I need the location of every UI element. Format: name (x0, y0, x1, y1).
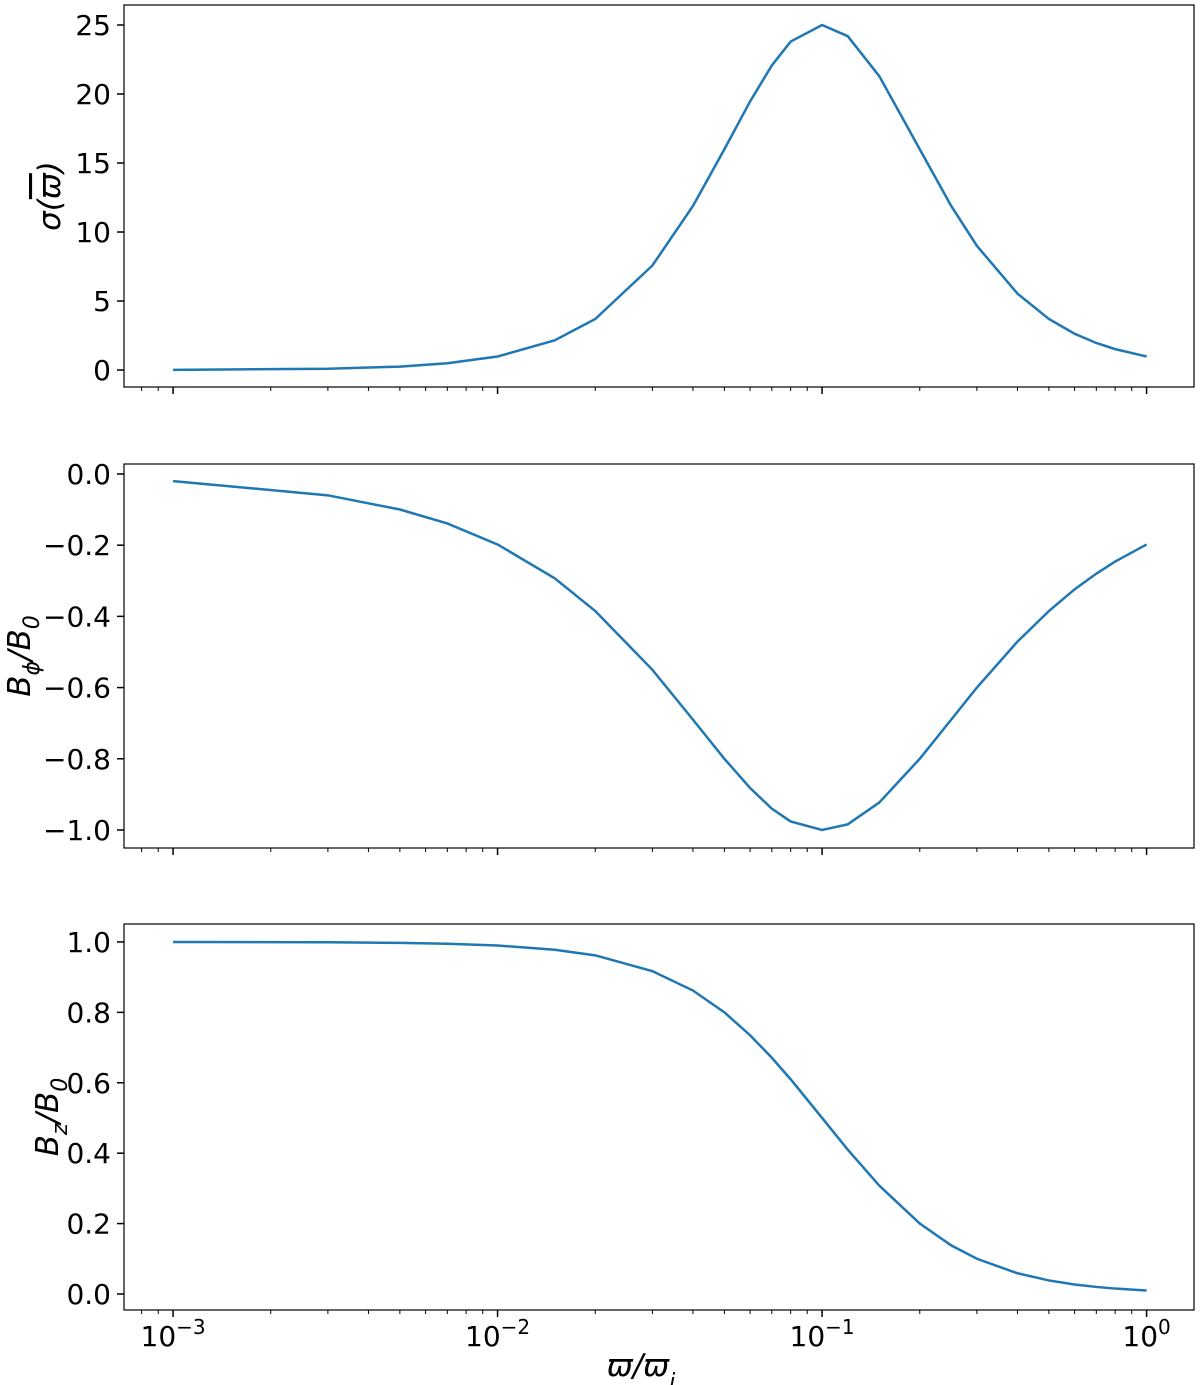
y-tick-label: −0.8 (43, 743, 111, 776)
y-tick-label: −0.2 (43, 529, 111, 562)
x-tick-base: 10 (790, 1320, 826, 1353)
label-part: ϖ (32, 172, 68, 199)
label-part: /B (2, 629, 38, 664)
data-line (173, 940, 1147, 1292)
subplot: 0.00.20.40.60.81.010−3 10−2 10−1 100Bz/B0ϖ/… (30, 923, 1195, 1385)
subplot: 0 5 10 15 20 25 σ(ϖ) (32, 4, 1195, 394)
y-tick-label: 0.4 (66, 1137, 111, 1170)
label-part: ) (32, 161, 68, 175)
y-tick-label: 0.0 (66, 458, 111, 491)
x-tick-base: 10 (465, 1320, 501, 1353)
axes-frame (123, 923, 1195, 1311)
y-tick-label: 0.6 (66, 1067, 111, 1100)
axes-frame (123, 463, 1195, 849)
y-tick-label: 0.2 (66, 1208, 111, 1241)
label-part: 0 (48, 1078, 73, 1092)
label-part: σ( (32, 197, 68, 231)
x-tick-label: 10−3 (141, 1315, 206, 1353)
y-tick-label: −1.0 (43, 814, 111, 847)
x-tick-exponent: 0 (1158, 1315, 1171, 1339)
x-tick-label: 10−2 (465, 1315, 530, 1353)
x-tick-exponent: −2 (501, 1315, 530, 1339)
x-tick-base: 10 (1122, 1320, 1158, 1353)
label-part: z (48, 1123, 73, 1136)
y-tick-label: −0.6 (43, 672, 111, 705)
label-part: B (2, 675, 38, 696)
data-line (172, 479, 1148, 832)
y-tick-label: 15 (75, 147, 111, 180)
y-tick-label: 10 (75, 216, 111, 249)
y-tick-label: 0 (93, 354, 111, 387)
label-part: B (30, 1135, 66, 1156)
y-tick-label: 20 (75, 78, 111, 111)
x-tick-label: 100 (1122, 1315, 1170, 1353)
y-tick-label: 1.0 (66, 926, 111, 959)
label-part: 0 (20, 615, 45, 629)
y-axis-label: Bz/B0 (30, 1078, 73, 1157)
y-tick-label: 0.0 (66, 1278, 111, 1311)
y-tick-label: 5 (93, 285, 111, 318)
label-part: ϕ (20, 661, 45, 676)
y-tick-label: 25 (75, 9, 111, 42)
x-axis-label: ϖ/ϖj (607, 1348, 676, 1385)
x-tick-label: 10−1 (790, 1315, 855, 1353)
label-part: j (666, 1370, 676, 1385)
label-part: ϖ/ϖ (607, 1348, 670, 1384)
subplot: 0.0 −0.2 −0.4 −0.6 −0.8 −1.0 Bϕ/B0 (2, 458, 1195, 855)
y-tick-label: −0.4 (43, 600, 111, 633)
axes-frame (123, 4, 1195, 388)
y-axis-label: Bϕ/B0 (2, 615, 45, 697)
x-tick-exponent: −3 (176, 1315, 205, 1339)
y-tick-label: 0.8 (66, 996, 111, 1029)
data-line (173, 23, 1147, 372)
label-part: /B (30, 1092, 66, 1127)
x-tick-exponent: −1 (825, 1315, 854, 1339)
y-axis-label: σ(ϖ) (32, 161, 68, 231)
x-tick-base: 10 (141, 1320, 177, 1353)
